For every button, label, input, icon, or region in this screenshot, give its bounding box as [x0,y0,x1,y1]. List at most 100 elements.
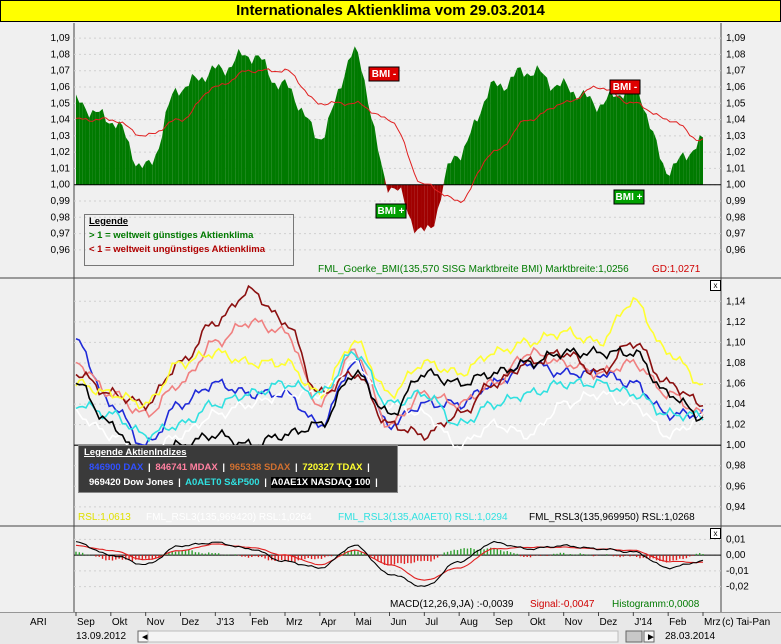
index-legend-title: Legende AktienIndizes [84,447,187,458]
bmi-area-segment [401,184,405,203]
bmi-area-segment [367,102,372,185]
timeline-left-label: ARI [30,617,47,628]
bmi-area-segment [215,63,219,185]
legend-sep: | [367,462,370,473]
bmi-area-segment [139,163,143,185]
bmi-area-segment [573,91,577,185]
bmi-area-segment [633,81,637,185]
bmi-area-segment [311,121,315,185]
bmi-y-tick-left: 0,99 [51,196,71,207]
bmi-area-segment [122,125,126,185]
start-date: 13.09.2012 [76,631,126,642]
bmi-area-segment [494,80,498,185]
legend-dow: 969420 Dow Jones [89,477,174,488]
bmi-area-segment [503,88,508,185]
bmi-area-segment [557,84,561,185]
timeline-bar[interactable]: ARI Sep Okt Nov Dez J'13 Feb Mrz Apr Mai Jun Jul Au… [0,612,781,644]
rsl-y-tick: 0,94 [726,502,746,513]
bmi-area-segment [278,82,282,185]
bmi-y-tick-left: 0,97 [51,229,71,240]
rsl-y-tick: 1,02 [726,420,746,431]
bmi-area-segment [79,102,83,185]
bmi-area-segment [424,184,428,232]
bmi-legend-positive: > 1 = weltweit günstiges Aktienklima [89,230,254,241]
bmi-area-segment [686,154,690,185]
bmi-area-segment [102,108,106,185]
rsl-status-c: FML_RSL3(135,A0AET0) RSL:1,0294 [338,512,508,523]
bmi-area-segment [132,159,136,185]
bmi-y-tick-right: 1,05 [726,98,746,109]
bmi-area-segment [427,184,431,229]
bmi-area-segment [623,86,627,185]
macd-close-icon[interactable]: x [710,528,721,539]
bmi-area-segment [643,109,647,185]
scroll-right-button[interactable] [643,630,655,643]
rsl-y-tick: 1,14 [726,296,746,307]
bmi-area-segment [324,118,329,185]
legend-sep: | [178,477,181,488]
bmi-area-segment [165,103,169,185]
bmi-area-segment [235,48,239,185]
bmi-area-segment [145,159,149,185]
rsl-status-b: FML_RSL3(135,969420) RSL:1,0264 [146,512,312,523]
bmi-y-tick-right: 1,02 [726,147,746,158]
bmi-area-segment [464,140,468,185]
bmi-signal-label: BMI - [613,82,637,93]
bmi-area-segment [699,135,703,185]
bmi-area-segment [553,84,558,185]
bmi-area-segment [630,82,634,185]
bmi-area-segment [430,184,435,229]
bmi-area-segment [626,82,631,185]
bmi-area-segment [89,109,93,185]
bmi-y-tick-left: 1,04 [51,115,71,126]
bmi-area-segment [563,77,567,185]
bmi-area-segment [298,107,302,185]
bmi-signals: BMI - BMI + BMI - BMI + [368,66,645,219]
bmi-area-segment [265,59,269,185]
bmi-area-segment [99,108,103,185]
bmi-legend-negative: < 1 = weltweit ungünstiges Aktienklima [89,244,265,255]
bmi-area-segment [547,77,551,185]
bmi-area-segment [288,87,292,185]
bmi-area-segment [673,163,677,185]
scrollbar-thumb[interactable] [625,630,643,643]
month-label: Feb [669,617,687,628]
bmi-area-segment [477,112,481,185]
arrow-left-icon: ◄ [140,632,150,643]
bmi-area-segment [318,138,322,185]
bmi-area-segment [440,180,445,200]
bmi-y-tick-right: 0,97 [726,229,746,240]
bmi-area-segment [417,184,422,230]
rsl-y-tick: 0,98 [726,461,746,472]
bmi-area-segment [228,66,232,185]
scrollbar-track[interactable] [147,630,619,643]
bmi-area-segment [639,98,644,185]
bmi-area-segment [411,184,415,234]
bmi-area-segment [334,89,339,185]
month-label: Jun [391,617,407,628]
bmi-area-segment [374,126,378,185]
bmi-area-segment [484,97,488,185]
bmi-area-segment [613,96,617,185]
bmi-y-tick-right: 1,09 [726,33,746,44]
month-label: Dez [182,617,200,628]
bmi-area-segment [470,119,475,185]
legend-tdax: 720327 TDAX [302,462,363,473]
bmi-area-segment [537,65,541,185]
rsl-y-tick: 1,10 [726,337,746,348]
bmi-area-segment [616,95,621,185]
bmi-area-segment [357,52,362,185]
legend-sep: | [295,462,298,473]
bmi-area-segment [669,163,674,185]
bmi-area-segment [218,63,222,185]
bmi-area-segment [540,71,544,185]
month-label: J'14 [634,617,652,628]
bmi-area-segment [520,67,524,185]
rsl-y-axis: 1,14 1,12 1,10 1,08 1,06 1,04 1,02 1,00 0,98 0,96… [726,296,746,513]
month-axis: Sep Okt Nov Dez J'13 Feb Mrz Apr Mai Jun Jul Aug Sep… [75,612,721,628]
bmi-area-segment [649,128,654,185]
bmi-area-segment [693,148,697,185]
bmi-area-segment [304,116,309,185]
rsl-close-icon[interactable]: x [710,280,721,291]
